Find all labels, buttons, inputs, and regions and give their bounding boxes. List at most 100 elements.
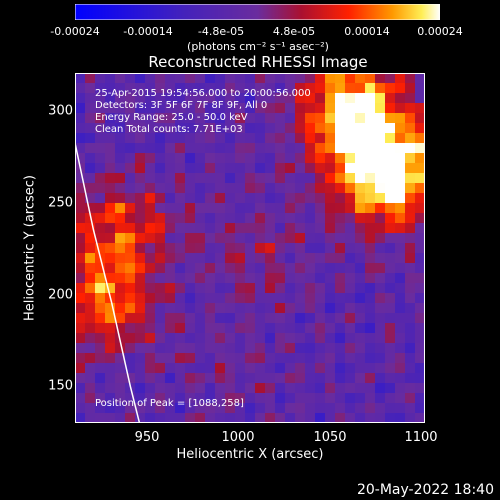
heatmap-cell	[415, 263, 425, 274]
heatmap-cell	[335, 363, 346, 374]
heatmap-cell	[195, 203, 206, 214]
heatmap-cell	[375, 393, 386, 404]
heatmap-cell	[365, 243, 376, 254]
heatmap-cell	[175, 343, 186, 354]
heatmap-cell	[385, 383, 396, 394]
heatmap-cell	[195, 393, 206, 404]
heatmap-cell	[255, 103, 266, 114]
heatmap-cell	[295, 303, 306, 314]
heatmap-cell	[325, 313, 336, 324]
heatmap-cell	[105, 123, 116, 134]
heatmap-cell	[215, 373, 226, 384]
heatmap-cell	[75, 203, 86, 214]
heatmap-cell	[325, 353, 336, 364]
y-tick-label: 200	[48, 287, 73, 303]
heatmap-cell	[145, 213, 156, 224]
heatmap-cell	[195, 293, 206, 304]
x-tick-label: 1050	[313, 430, 347, 445]
heatmap-cell	[85, 413, 96, 423]
y-axis-label: Heliocentric Y (arcsec)	[22, 175, 38, 321]
heatmap-cell	[215, 123, 226, 134]
heatmap-cell	[195, 403, 206, 414]
heatmap-cell	[345, 403, 356, 414]
heatmap-cell	[95, 103, 106, 114]
heatmap-cell	[355, 383, 366, 394]
heatmap-cell	[175, 123, 186, 134]
heatmap-cell	[165, 213, 176, 224]
heatmap-cell	[235, 223, 246, 234]
heatmap-cell	[75, 403, 86, 414]
heatmap-cell	[385, 193, 396, 204]
heatmap-cell	[245, 363, 256, 374]
heatmap-cell	[75, 153, 86, 164]
heatmap-cell	[415, 303, 425, 314]
heatmap-cell	[265, 403, 276, 414]
heatmap-cell	[305, 233, 316, 244]
heatmap-cell	[265, 383, 276, 394]
heatmap-cell	[285, 83, 296, 94]
heatmap-cell	[365, 193, 376, 204]
heatmap-cell	[295, 163, 306, 174]
heatmap-cell	[175, 233, 186, 244]
heatmap-cell	[125, 333, 136, 344]
heatmap-cell	[305, 183, 316, 194]
heatmap-cell	[145, 303, 156, 314]
heatmap-cell	[205, 253, 216, 264]
heatmap-cell	[305, 153, 316, 164]
heatmap-cell	[75, 183, 86, 194]
heatmap-cell	[415, 113, 425, 124]
heatmap-cell	[275, 163, 286, 174]
heatmap-cell	[265, 143, 276, 154]
heatmap-cell	[275, 273, 286, 284]
heatmap-cell	[375, 283, 386, 294]
colorbar	[75, 4, 440, 20]
heatmap-plot	[75, 73, 425, 423]
heatmap-cell	[125, 213, 136, 224]
heatmap-cell	[405, 73, 416, 84]
heatmap-cell	[175, 193, 186, 204]
heatmap-cell	[125, 163, 136, 174]
heatmap-cell	[365, 173, 376, 184]
heatmap-cell	[325, 323, 336, 334]
heatmap-cell	[195, 193, 206, 204]
heatmap-cell	[275, 333, 286, 344]
heatmap-cell	[285, 203, 296, 214]
heatmap-cell	[345, 323, 356, 334]
heatmap-cell	[275, 283, 286, 294]
heatmap-cell	[335, 273, 346, 284]
heatmap-cell	[415, 103, 425, 114]
heatmap-cell	[395, 253, 406, 264]
heatmap-cell	[185, 223, 196, 234]
heatmap-cell	[275, 103, 286, 114]
heatmap-cell	[165, 173, 176, 184]
heatmap-cell	[215, 353, 226, 364]
heatmap-cell	[185, 243, 196, 254]
heatmap-cell	[115, 253, 126, 264]
heatmap-cell	[145, 73, 156, 84]
heatmap-cell	[335, 323, 346, 334]
heatmap-cell	[225, 273, 236, 284]
heatmap-cell	[295, 283, 306, 294]
heatmap-cell	[195, 253, 206, 264]
heatmap-cell	[145, 153, 156, 164]
heatmap-cell	[155, 213, 166, 224]
heatmap-cell	[135, 323, 146, 334]
heatmap-cell	[155, 383, 166, 394]
heatmap-cell	[295, 383, 306, 394]
heatmap-cell	[205, 393, 216, 404]
heatmap-cell	[235, 173, 246, 184]
heatmap-cell	[145, 233, 156, 244]
heatmap-cell	[415, 253, 425, 264]
heatmap-cell	[105, 73, 116, 84]
heatmap-cell	[395, 213, 406, 224]
heatmap-cell	[85, 103, 96, 114]
heatmap-cell	[385, 143, 396, 154]
heatmap-cell	[415, 273, 425, 284]
heatmap-cell	[295, 193, 306, 204]
heatmap-cell	[365, 273, 376, 284]
heatmap-cell	[285, 263, 296, 274]
heatmap-cell	[105, 93, 116, 104]
heatmap-cell	[85, 183, 96, 194]
heatmap-cell	[165, 293, 176, 304]
heatmap-cell	[105, 83, 116, 94]
